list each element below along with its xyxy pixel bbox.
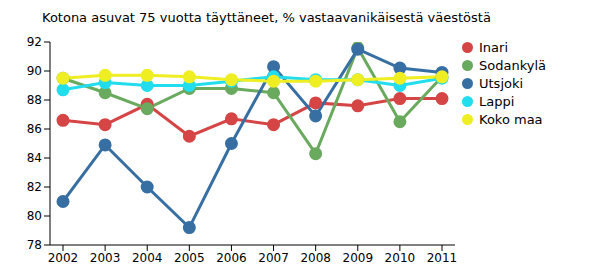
svg-text:2009: 2009 (343, 251, 374, 265)
svg-text:2007: 2007 (258, 251, 289, 265)
svg-text:2002: 2002 (48, 251, 79, 265)
svg-text:80: 80 (27, 209, 42, 223)
svg-text:84: 84 (27, 151, 42, 165)
svg-text:82: 82 (27, 180, 42, 194)
svg-text:2006: 2006 (216, 251, 247, 265)
svg-text:88: 88 (27, 93, 42, 107)
html-text:Kotona asuvat 75 vuotta täyttä: Kotona asuvat 75 vuotta täyttäneet, % va… (42, 10, 491, 25)
html-text:Utsjoki: Utsjoki (479, 75, 524, 91)
html-text:Lappi: Lappi (479, 93, 515, 109)
html-text:Sodankylä: Sodankylä (479, 57, 546, 73)
svg-text:2008: 2008 (300, 251, 331, 265)
svg-text:2011: 2011 (427, 251, 458, 265)
svg-text:90: 90 (27, 64, 42, 78)
svg-text:92: 92 (27, 35, 42, 49)
svg-text:2010: 2010 (385, 251, 416, 265)
svg-text:2003: 2003 (90, 251, 121, 265)
svg-text:78: 78 (27, 238, 42, 252)
svg-text:2004: 2004 (132, 251, 163, 265)
svg-text:86: 86 (27, 122, 42, 136)
svg-text:2005: 2005 (174, 251, 205, 265)
html-text:Koko maa: Koko maa (479, 111, 543, 127)
html-text:Inari: Inari (479, 39, 508, 55)
